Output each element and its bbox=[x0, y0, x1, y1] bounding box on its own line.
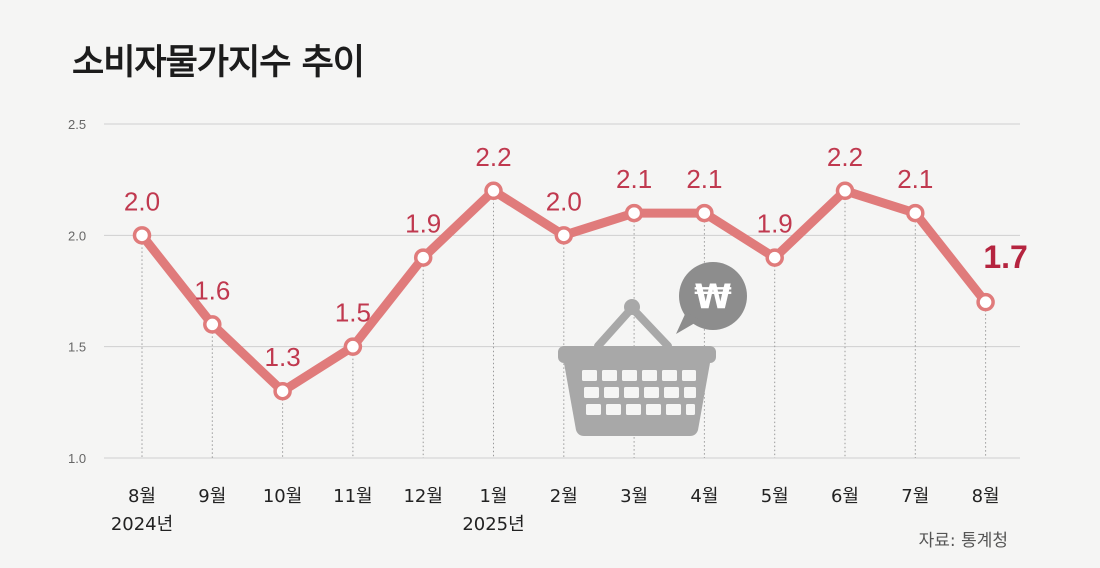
data-labels: 2.0 1.6 1.3 1.5 1.9 2.2 2.0 2.1 2.1 1.9 2.2 2.1 1.7 bbox=[124, 142, 1028, 372]
data-label: 2.0 bbox=[546, 186, 582, 216]
won-bubble-icon: ₩ bbox=[676, 262, 747, 334]
data-label: 1.9 bbox=[405, 209, 441, 239]
shopping-basket-icon bbox=[558, 299, 716, 436]
x-tick-label: 11월 bbox=[333, 486, 372, 507]
svg-text:₩: ₩ bbox=[694, 277, 732, 317]
data-label: 2.2 bbox=[827, 142, 863, 172]
x-tick-label: 4월 bbox=[690, 486, 718, 507]
x-tick-label: 8월 bbox=[972, 486, 1000, 507]
x-tick-label: 7월 bbox=[901, 486, 929, 507]
y-tick-label: 1.0 bbox=[68, 451, 86, 466]
data-point bbox=[273, 381, 292, 401]
data-label: 2.1 bbox=[686, 164, 722, 194]
data-label: 1.9 bbox=[757, 209, 793, 239]
x-tick-label: 8월 bbox=[128, 486, 156, 507]
x-tick-label: 5월 bbox=[761, 486, 789, 507]
data-point bbox=[906, 203, 925, 223]
x-tick-label: 10월 bbox=[263, 486, 302, 507]
x-tick-label: 3월 bbox=[620, 486, 648, 507]
data-points bbox=[132, 181, 995, 401]
data-point bbox=[343, 337, 363, 356]
data-label: 1.6 bbox=[194, 275, 230, 305]
source-note: 자료: 통계청 bbox=[918, 531, 1008, 551]
data-point bbox=[695, 203, 714, 223]
data-point bbox=[132, 226, 152, 245]
data-label: 2.1 bbox=[897, 164, 933, 194]
data-label: 2.2 bbox=[475, 142, 511, 172]
data-point bbox=[203, 315, 222, 334]
chart-title: 소비자물가지수 추이 bbox=[72, 43, 365, 83]
x-tick-label: 6월 bbox=[831, 486, 859, 507]
data-label: 2.0 bbox=[124, 186, 160, 216]
x-tick-label: 1월 bbox=[479, 486, 507, 507]
data-point bbox=[976, 292, 995, 312]
y-tick-label: 2.0 bbox=[68, 228, 86, 243]
x-tick-label: 9월 bbox=[198, 486, 226, 507]
data-point bbox=[765, 248, 784, 267]
data-label: 2.1 bbox=[616, 164, 652, 194]
data-label: 1.3 bbox=[265, 342, 301, 372]
x-tick-label: 12월 bbox=[403, 486, 442, 507]
data-point bbox=[554, 226, 574, 245]
data-point bbox=[484, 181, 503, 201]
grid-lines bbox=[104, 123, 1020, 459]
data-point bbox=[624, 203, 644, 223]
data-point bbox=[413, 248, 433, 267]
y-tick-label: 2.5 bbox=[68, 117, 86, 132]
x-axis-ticks: 8월 9월 10월 11월 12월 1월 2월 3월 4월 5월 6월 7월 8월 2024년 2025년 bbox=[111, 486, 1000, 535]
year-label: 2025년 bbox=[462, 514, 524, 535]
y-tick-label: 1.5 bbox=[68, 340, 86, 355]
x-tick-label: 2월 bbox=[550, 486, 578, 507]
data-point bbox=[835, 181, 855, 201]
year-label: 2024년 bbox=[111, 514, 173, 535]
data-label: 1.7 bbox=[983, 239, 1027, 275]
y-axis-ticks: 1.0 1.5 2.0 2.5 bbox=[68, 117, 86, 466]
data-label: 1.5 bbox=[335, 298, 371, 328]
